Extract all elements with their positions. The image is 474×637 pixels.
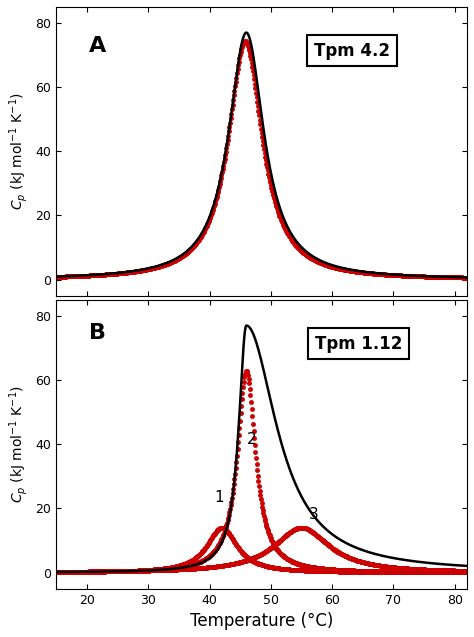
- Text: B: B: [89, 323, 106, 343]
- Y-axis label: $C_p$ (kJ mol$^{-1}$ K$^{-1}$): $C_p$ (kJ mol$^{-1}$ K$^{-1}$): [7, 385, 30, 503]
- Y-axis label: $C_p$ (kJ mol$^{-1}$ K$^{-1}$): $C_p$ (kJ mol$^{-1}$ K$^{-1}$): [7, 92, 30, 210]
- Text: A: A: [89, 36, 106, 56]
- Text: 1: 1: [214, 490, 224, 505]
- Text: Tpm 1.12: Tpm 1.12: [315, 334, 402, 352]
- X-axis label: Temperature (°C): Temperature (°C): [190, 612, 333, 630]
- Text: Tpm 4.2: Tpm 4.2: [314, 41, 390, 60]
- Text: 2: 2: [247, 433, 257, 447]
- Text: 3: 3: [309, 507, 319, 522]
